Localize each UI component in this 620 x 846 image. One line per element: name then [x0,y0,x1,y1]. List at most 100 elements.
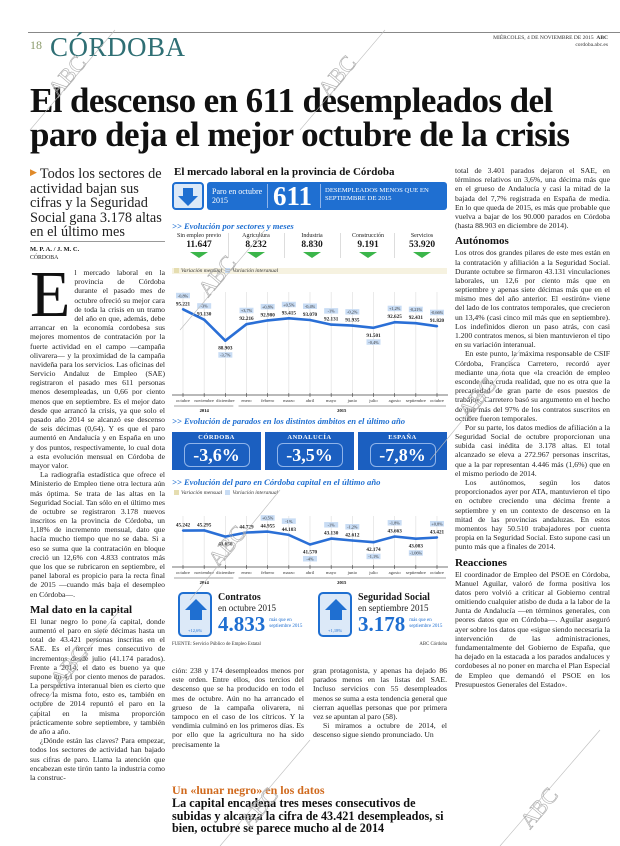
x-tick-label: octubre [430,398,444,403]
text: Servicios [410,233,434,239]
section-sectors: >> Evolución por sectores y meses [172,221,294,231]
x-tick-label: junio [347,398,358,403]
data-point [351,324,354,327]
x-tick-label: mayo [326,570,337,575]
text: 8.830 [301,240,323,250]
data-point [372,540,375,544]
dateline: MIÉRCOLES, 4 DE NOVIEMBRE DE 2015 ABC co… [493,35,608,49]
data-point [351,539,354,542]
variation-label: -3,7% [220,353,231,359]
data-label: 43.130 [324,531,339,537]
sector-unemployed-no-job: Sin empleo previo 11.647 [172,233,226,258]
data-label: 88.903 [218,346,233,352]
legend-yearly: Variación interanual [232,268,279,274]
data-label: 43.421 [430,529,445,535]
x-tick-label: noviembre [194,570,214,575]
paragraph: ción: 238 y 174 desempleados menos por e… [172,666,304,749]
paragraph: Si miramos a octubre de 2014, el descens… [313,721,447,740]
variation-label: -1,2% [347,525,358,531]
data-label: 44.729 [239,525,254,531]
text: más que en septiembre 2015 [409,618,443,629]
text: en septiembre 2015 [358,603,429,613]
watermark-text: ABC [515,782,563,833]
down-triangle-icon [359,252,377,258]
article-column-middle-2: gran protagonista, y apenas ha dejado 86… [313,666,447,740]
data-label: 44.103 [282,527,297,533]
x-tick-label: octubre [176,570,190,575]
ambit-cordoba: CÓRDOBA -3,6% [172,432,261,470]
text: ESPAÑA [388,434,417,441]
subheading: Mal dato en la capital [30,603,133,616]
variation-label: -4% [306,556,314,561]
sector-industry: Industria 8.830 [284,233,339,258]
down-triangle-icon [413,252,431,258]
section-ambits: >> Evolución de parados en los distintos… [172,416,406,426]
data-point [435,536,439,539]
variation-badge [281,518,296,524]
data-label: 43.663 [388,529,403,535]
data-point [287,533,291,537]
data-point [329,323,333,326]
data-point [414,321,418,325]
data-point [329,537,333,540]
ambit-andalucia: ANDALUCÍA -3,5% [265,432,354,470]
paragraph: gran protagonista, y apenas ha dejado 86… [313,666,447,721]
data-label: 44.955 [261,524,276,530]
banner: Paro en octubre 2015 611 DESEMPLEADOS ME… [207,181,447,211]
x-tick-label: septiembre [406,398,426,403]
headline: El descenso en 611 desempleados del paro… [30,81,570,154]
x-tick-label: enero [241,570,252,575]
variation-badge [324,522,339,528]
down-triangle-icon [303,252,321,258]
down-triangle-icon [247,252,265,258]
data-point [372,326,375,329]
legend-monthly: Variación mensual [181,490,223,496]
drop-cap: E [30,258,71,331]
page-number: 18 [30,38,42,52]
down-triangle-icon [190,252,208,258]
x-tick-label: junio [347,570,358,575]
x-tick-label: julio [368,570,378,575]
data-label: 92.131 [324,317,339,323]
data-point [308,318,312,322]
variation-label: +0,8% [262,304,274,310]
capital-unemployment-chart: 45.242 octubre 45.295 noviembre 43.650 diciem… [172,515,448,585]
text: -7,8% [369,443,436,467]
text: +1,18% [327,628,343,633]
variation-badge [303,555,317,562]
text: Sin empleo previo [177,233,221,239]
variation-badge [218,352,233,358]
variation-label: -0,21% [410,307,423,313]
text: en octubre 2015 [218,603,276,613]
x-tick-label: mayo [326,398,337,403]
paragraph: Los autónomos, según los datos proporcio… [455,478,610,552]
sector-agriculture: Agricultura 8.232 [228,233,283,258]
x-tick-label: abril [306,570,315,575]
legend: Variación mensual Variación interanual [172,268,447,274]
year-label: 2014 [200,580,210,585]
variation-label: -1% [328,309,336,314]
data-point [308,543,312,546]
variation-badge [345,524,360,530]
article-column-middle-1: ción: 238 y 174 desempleados menos por e… [172,666,304,749]
kpi-social-security: Seguridad Social en septiembre 2015 3.178… [358,593,451,636]
legend-swatch-monthly [174,268,179,273]
x-tick-label: agosto [389,570,402,575]
variation-badge [303,303,317,309]
data-point [245,323,248,326]
variation-badge [430,309,444,316]
paragraph: Los otros dos grandes pilares de este me… [455,248,610,350]
text: ANDALUCÍA [287,434,332,441]
variation-badge [324,308,339,314]
variation-label: -1% [285,519,293,524]
x-tick-label: febrero [261,570,275,575]
data-label: 92.431 [409,315,424,321]
paragraph: l mercado laboral en la provincia de Cór… [30,268,165,470]
variation-label: -0,4% [368,340,379,346]
down-arrow-icon [172,182,204,210]
data-label: 92.216 [239,316,254,322]
text: Contratos [218,592,261,603]
x-tick-label: febrero [261,398,275,403]
x-tick-label: septiembre [406,570,426,575]
text: 8.232 [245,240,267,250]
